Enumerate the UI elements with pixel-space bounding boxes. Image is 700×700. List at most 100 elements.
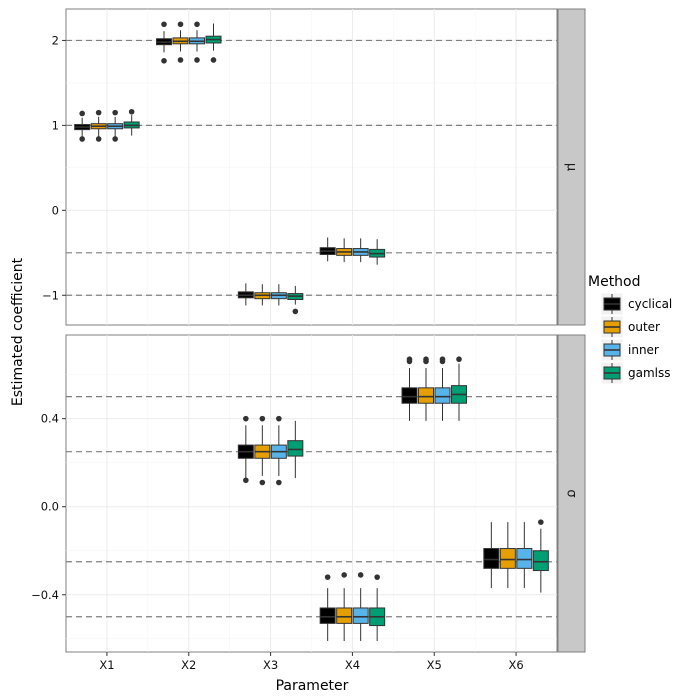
x-tick-label: X6 (508, 658, 523, 672)
box-X3-cyclical (237, 283, 254, 306)
outlier-point (177, 21, 184, 28)
x-axis-title: Parameter (276, 678, 349, 694)
box-X4-outer (336, 572, 353, 641)
x-tick-label: X2 (181, 658, 196, 672)
box-X4-inner (352, 572, 369, 641)
facet-strip (557, 8, 586, 326)
outlier-point (456, 356, 462, 363)
legend-entry-gamlss: gamlss (600, 361, 671, 385)
box-X5-gamlss (451, 356, 467, 421)
legend-label: outer (628, 320, 660, 334)
box-iqr (483, 548, 500, 569)
box-X3-outer (254, 284, 271, 306)
box-iqr (319, 607, 336, 624)
outlier-point (276, 415, 282, 422)
outlier-point (243, 415, 249, 422)
y-tick-label: 0.0 (41, 500, 59, 514)
box-X6-outer (499, 522, 516, 589)
box-X3-inner (270, 415, 287, 486)
outlier-point (259, 415, 266, 422)
box-X2-inner (189, 21, 205, 63)
y-tick-label: 0.4 (41, 412, 59, 426)
box-X4-cyclical (319, 574, 336, 641)
outlier-point (538, 519, 544, 525)
x-tick-label: X4 (345, 658, 360, 672)
legend-label: inner (628, 343, 659, 357)
box-X1-cyclical (74, 110, 91, 142)
y-tick-label: −0.4 (31, 588, 59, 602)
box-X1-outer (90, 109, 107, 142)
outlier-point (439, 356, 446, 363)
box-X6-cyclical (483, 522, 500, 589)
y-axis-title: Estimated coefficient (10, 257, 26, 406)
outlier-point (243, 477, 249, 484)
y-tick-label: 2 (52, 33, 59, 47)
box-X5-cyclical (401, 356, 418, 421)
x-tick-label: X5 (427, 658, 442, 672)
legend-entry-outer: outer (600, 315, 660, 339)
outlier-point (112, 109, 118, 116)
box-X5-outer (418, 356, 434, 421)
facet-strip (557, 334, 586, 653)
outlier-point (292, 308, 299, 315)
box-X6-gamlss (532, 519, 549, 593)
box-X1-inner (107, 109, 124, 142)
outlier-point (161, 21, 167, 28)
box-X3-inner (270, 284, 287, 306)
facet-strip-label: σ (564, 489, 579, 497)
facet-strip-label: μ (564, 163, 579, 171)
outlier-point (161, 58, 167, 64)
box-iqr (516, 548, 533, 569)
panels: −1 0 1 2 μ −0.4 0.0 0.4 σ X1 X2 X3 X4 X5 X6 (31, 8, 586, 672)
box-X4-inner (352, 238, 369, 263)
outlier-point (79, 110, 85, 117)
y-tick-label: −1 (42, 288, 59, 302)
box-X2-cyclical (156, 21, 172, 64)
outlier-point (259, 479, 266, 486)
x-tick-label: X1 (99, 658, 114, 672)
outlier-point (128, 108, 135, 115)
outlier-point (79, 136, 85, 142)
outlier-point (276, 479, 282, 486)
box-iqr (499, 548, 516, 569)
box-iqr (352, 607, 369, 624)
box-X2-outer (172, 21, 189, 63)
legend-entry-cyclical: cyclical (600, 292, 672, 316)
y-tick-label: 0 (52, 203, 59, 217)
outlier-point (357, 572, 364, 578)
box-iqr (434, 387, 451, 404)
panel-2: −0.4 0.0 0.4 σ (31, 334, 586, 653)
box-X5-inner (434, 356, 451, 421)
outlier-point (374, 574, 380, 580)
box-X6-inner (516, 522, 533, 589)
outlier-point (194, 21, 200, 28)
outlier-point (341, 572, 347, 578)
box-X3-gamlss (287, 285, 304, 315)
legend-entry-inner: inner (600, 338, 659, 362)
outlier-point (112, 136, 118, 142)
box-X4-gamlss (369, 239, 386, 265)
box-X4-outer (336, 238, 353, 263)
legend-label: gamlss (628, 366, 671, 380)
outlier-point (177, 57, 184, 63)
box-iqr (336, 607, 353, 624)
box-iqr (401, 387, 418, 404)
box-iqr (418, 387, 434, 404)
box-X3-gamlss (287, 420, 304, 479)
box-X2-gamlss (205, 23, 222, 63)
box-X4-gamlss (369, 574, 386, 641)
box-X3-outer (254, 415, 271, 486)
box-X4-cyclical (319, 237, 336, 262)
y-tick-label: 1 (52, 118, 59, 132)
box-X3-cyclical (237, 415, 254, 484)
x-tick-label: X3 (263, 658, 278, 672)
box-iqr (287, 440, 304, 457)
box-iqr (532, 550, 549, 572)
legend: Method cyclical outer inner gamlss (588, 274, 672, 385)
panel-1: −1 0 1 2 μ (42, 8, 586, 326)
outlier-point (324, 574, 331, 580)
legend-title: Method (588, 274, 641, 290)
outlier-point (95, 109, 102, 116)
legend-label: cyclical (628, 297, 672, 311)
